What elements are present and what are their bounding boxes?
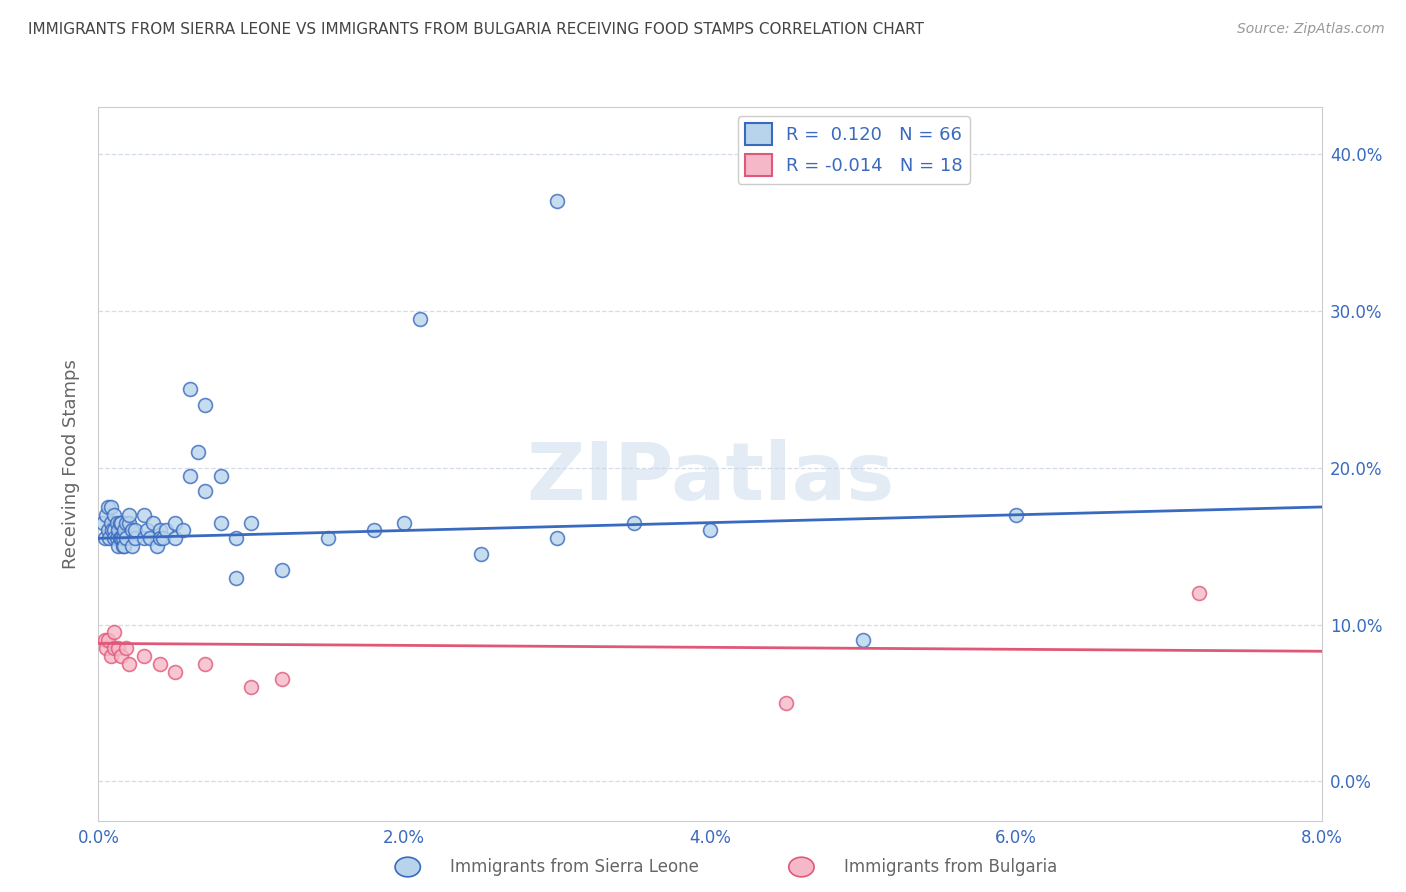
Point (852, 633, 875, 648)
Point (194, 484, 217, 499)
Point (194, 657, 217, 671)
Point (107, 641, 129, 656)
Point (98, 532, 121, 546)
Point (97, 500, 120, 514)
Point (118, 508, 141, 522)
Point (110, 516, 132, 530)
Point (1004, 508, 1026, 522)
Y-axis label: Receiving Food Stamps: Receiving Food Stamps (62, 359, 80, 569)
Point (108, 532, 131, 546)
Point (105, 532, 128, 546)
Point (100, 516, 122, 530)
Point (124, 532, 146, 546)
Point (270, 673, 294, 687)
Point (93, 532, 115, 546)
Point (134, 532, 156, 546)
Point (111, 539, 134, 553)
Legend: R =  0.120   N = 66, R = -0.014   N = 18: R = 0.120 N = 66, R = -0.014 N = 18 (738, 116, 970, 184)
Point (134, 648, 156, 663)
Point (103, 524, 125, 538)
Point (470, 547, 492, 561)
Point (179, 468, 201, 483)
Point (103, 508, 125, 522)
Point (105, 516, 128, 530)
Point (546, 194, 568, 208)
Point (93, 633, 115, 648)
Point (118, 516, 141, 530)
Text: Immigrants from Sierra Leone: Immigrants from Sierra Leone (450, 858, 699, 876)
Point (91, 516, 114, 530)
Point (392, 516, 416, 530)
Point (121, 539, 143, 553)
Point (94, 508, 117, 522)
Point (97, 524, 120, 538)
Point (124, 524, 146, 538)
Point (100, 648, 122, 663)
Point (149, 532, 172, 546)
Point (103, 641, 125, 656)
Point (134, 508, 156, 522)
Point (163, 532, 186, 546)
Point (112, 524, 135, 538)
Point (115, 516, 138, 530)
Point (115, 532, 138, 546)
Point (546, 532, 568, 546)
Point (107, 539, 129, 553)
Point (225, 570, 247, 584)
Point (187, 445, 209, 459)
Point (155, 524, 177, 538)
Point (240, 681, 263, 695)
Point (240, 516, 263, 530)
Point (145, 539, 167, 553)
Point (121, 524, 143, 538)
Point (172, 524, 194, 538)
Point (149, 524, 172, 538)
Point (115, 641, 138, 656)
Text: Source: ZipAtlas.com: Source: ZipAtlas.com (1237, 22, 1385, 37)
Point (142, 516, 165, 530)
Point (110, 532, 132, 546)
Point (179, 382, 201, 396)
Point (139, 532, 162, 546)
Point (107, 524, 129, 538)
Point (112, 539, 135, 553)
Text: Immigrants from Bulgaria: Immigrants from Bulgaria (844, 858, 1057, 876)
Point (225, 532, 247, 546)
Point (163, 665, 186, 679)
Point (108, 516, 131, 530)
Point (118, 657, 141, 671)
Point (363, 524, 385, 538)
Point (103, 532, 125, 546)
Point (111, 532, 134, 546)
Point (97, 633, 120, 648)
Point (316, 532, 339, 546)
Text: IMMIGRANTS FROM SIERRA LEONE VS IMMIGRANTS FROM BULGARIA RECEIVING FOOD STAMPS C: IMMIGRANTS FROM SIERRA LEONE VS IMMIGRAN… (28, 22, 924, 37)
Point (623, 516, 645, 530)
Point (408, 311, 430, 326)
Text: ZIPatlas: ZIPatlas (526, 439, 894, 517)
Point (1188, 586, 1211, 600)
Point (209, 516, 232, 530)
Point (209, 468, 232, 483)
Point (775, 696, 797, 710)
Point (194, 398, 217, 412)
Point (152, 532, 174, 546)
Point (163, 516, 186, 530)
Point (136, 524, 159, 538)
Point (699, 524, 721, 538)
Point (149, 657, 172, 671)
Point (270, 563, 294, 577)
Point (94, 641, 117, 656)
Point (101, 524, 124, 538)
Point (103, 625, 125, 640)
Point (110, 648, 132, 663)
Point (100, 500, 122, 514)
